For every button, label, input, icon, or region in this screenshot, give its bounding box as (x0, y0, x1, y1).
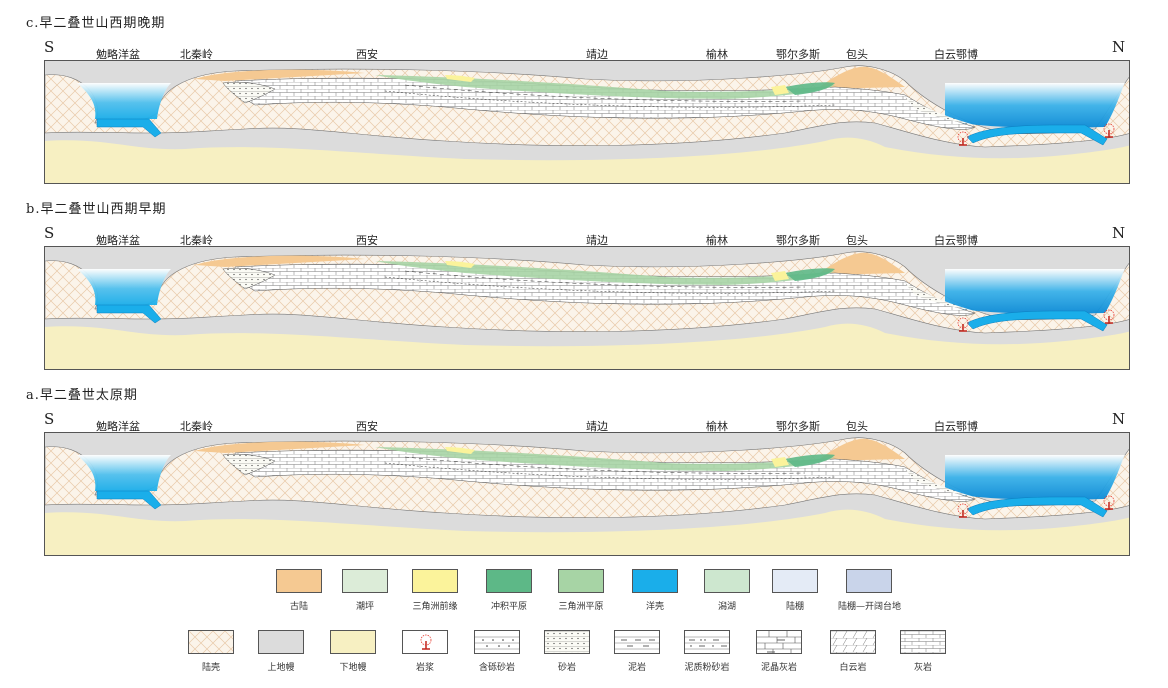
legend-alluvial-plain: 冲积平原 (478, 569, 540, 612)
place-bayan-obo: 白云鄂博 (934, 420, 978, 433)
continental-crust-swatch (188, 630, 234, 654)
place-jingbian: 靖边 (586, 420, 608, 433)
magma-icon (402, 630, 448, 654)
mudstone-pattern (614, 630, 660, 654)
legend-shelf: 陆棚 (764, 569, 826, 612)
place-north-qinling: 北秦岭 (180, 420, 213, 433)
cross-section-c (44, 60, 1130, 184)
legend-old-land: 古陆 (268, 569, 330, 612)
micritic-limestone-pattern (756, 630, 802, 654)
cross-section-a (44, 432, 1130, 556)
place-xian: 西安 (356, 234, 378, 247)
place-yulin: 榆林 (706, 234, 728, 247)
lagoon-swatch (704, 569, 750, 593)
legend-oceanic-crust: 洋壳 (624, 569, 686, 612)
place-mianlue-ocean: 勉略洋盆 (96, 48, 140, 61)
legend-delta-plain: 三角洲平原 (550, 569, 612, 612)
legend-pebbly-sandstone: 含砾砂岩 (466, 630, 528, 673)
panel-c-title: c.早二叠世山西期晚期 (26, 16, 166, 31)
oceanic-crust-swatch (632, 569, 678, 593)
lower-mantle-swatch (330, 630, 376, 654)
legend-magma: 岩浆 (394, 630, 456, 673)
place-xian: 西安 (356, 420, 378, 433)
place-yulin: 榆林 (706, 48, 728, 61)
legend-mudstone: 泥岩 (606, 630, 668, 673)
north-label: N (1112, 38, 1126, 56)
place-north-qinling: 北秦岭 (180, 234, 213, 247)
shelf-open-platform-swatch (846, 569, 892, 593)
place-baotou: 包头 (846, 48, 868, 61)
south-label: S (44, 38, 55, 56)
place-ordos: 鄂尔多斯 (776, 234, 820, 247)
place-jingbian: 靖边 (586, 234, 608, 247)
place-ordos: 鄂尔多斯 (776, 48, 820, 61)
legend-micritic-limestone: 泥晶灰岩 (748, 630, 810, 673)
north-label: N (1112, 410, 1126, 428)
north-label: N (1112, 224, 1126, 242)
legend-dolomite: 白云岩 (822, 630, 884, 673)
alluvial-plain-swatch (486, 569, 532, 593)
south-label: S (44, 224, 55, 242)
sandstone-pattern (544, 630, 590, 654)
cross-section-b (44, 246, 1130, 370)
place-mianlue-ocean: 勉略洋盆 (96, 420, 140, 433)
dolomite-pattern (830, 630, 876, 654)
place-north-qinling: 北秦岭 (180, 48, 213, 61)
place-ordos: 鄂尔多斯 (776, 420, 820, 433)
legend-delta-front: 三角洲前缘 (404, 569, 466, 612)
legend-argillaceous-siltstone: 泥质粉砂岩 (676, 630, 738, 673)
south-label: S (44, 410, 55, 428)
pebbly-sandstone-pattern (474, 630, 520, 654)
place-baotou: 包头 (846, 234, 868, 247)
shelf-swatch (772, 569, 818, 593)
old-land-swatch (276, 569, 322, 593)
legend-tidal-flat: 潮坪 (334, 569, 396, 612)
legend-continental-crust: 陆壳 (180, 630, 242, 673)
place-mianlue-ocean: 勉略洋盆 (96, 234, 140, 247)
legend-sandstone: 砂岩 (536, 630, 598, 673)
panel-a-title: a.早二叠世太原期 (26, 388, 138, 403)
place-baotou: 包头 (846, 420, 868, 433)
place-jingbian: 靖边 (586, 48, 608, 61)
place-yulin: 榆林 (706, 420, 728, 433)
legend-lower-mantle: 下地幔 (322, 630, 384, 673)
panel-b-title: b.早二叠世山西期早期 (26, 202, 167, 217)
argillaceous-siltstone-pattern (684, 630, 730, 654)
legend-upper-mantle: 上地幔 (250, 630, 312, 673)
place-xian: 西安 (356, 48, 378, 61)
legend-limestone: 灰岩 (892, 630, 954, 673)
place-bayan-obo: 白云鄂博 (934, 234, 978, 247)
upper-mantle-swatch (258, 630, 304, 654)
legend-lagoon: 潟湖 (696, 569, 758, 612)
delta-front-swatch (412, 569, 458, 593)
legend-shelf-open-platform: 陆棚—开阔台地 (838, 569, 901, 612)
tidal-flat-swatch (342, 569, 388, 593)
delta-plain-swatch (558, 569, 604, 593)
place-bayan-obo: 白云鄂博 (934, 48, 978, 61)
limestone-pattern (900, 630, 946, 654)
